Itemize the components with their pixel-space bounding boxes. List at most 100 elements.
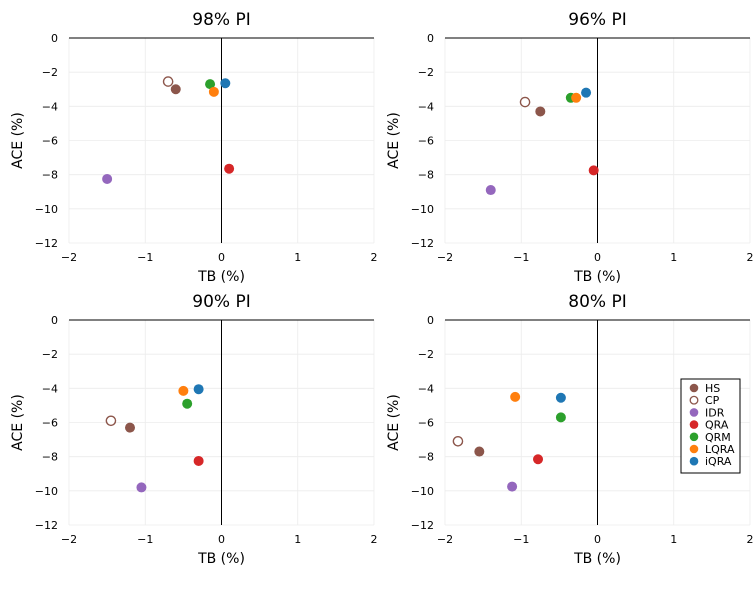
legend-marker-hs [689, 383, 699, 393]
legend-label-qrm: QRM [705, 431, 731, 444]
point-idr [102, 173, 113, 184]
x-tick-label: −2 [437, 533, 453, 546]
point-cp [519, 96, 531, 108]
y-tick-label: 0 [427, 314, 434, 327]
y-tick-label: −12 [35, 519, 58, 532]
point-lqra [571, 92, 582, 103]
y-axis-label: ACE (%) [10, 394, 26, 451]
y-tick-label: −2 [42, 348, 58, 361]
point-cp [452, 435, 464, 447]
legend-marker-qrm [689, 432, 699, 442]
y-tick-label: 0 [51, 314, 58, 327]
point-cp [105, 415, 117, 427]
point-idr [507, 481, 518, 492]
y-tick-label: −10 [411, 203, 434, 216]
x-tick-label: −1 [137, 533, 153, 546]
legend-marker-iqra [689, 456, 699, 466]
y-tick-label: −4 [418, 100, 434, 113]
legend-label-idr: IDR [705, 406, 725, 419]
y-tick-label: −8 [418, 169, 434, 182]
y-tick-label: −6 [418, 135, 434, 148]
x-axis-label: TB (%) [197, 551, 245, 567]
point-qrm [555, 412, 566, 423]
point-lqra [510, 391, 521, 402]
point-iqra [555, 392, 566, 403]
point-iqra [581, 87, 592, 98]
x-tick-label: 0 [218, 533, 225, 546]
y-tick-label: −6 [42, 135, 58, 148]
y-tick-label: −12 [411, 237, 434, 250]
point-lqra [178, 385, 189, 396]
x-tick-label: −1 [513, 533, 529, 546]
point-qrm [182, 398, 193, 409]
x-tick-label: −2 [61, 251, 77, 264]
y-tick-label: −12 [411, 519, 434, 532]
y-tick-label: −2 [42, 66, 58, 79]
x-tick-label: −1 [513, 251, 529, 264]
legend-label-lqra: LQRA [705, 443, 735, 456]
y-tick-label: −6 [42, 417, 58, 430]
x-tick-label: 1 [670, 533, 677, 546]
legend-label-hs: HS [705, 382, 720, 395]
point-hs [170, 84, 181, 95]
x-tick-label: 1 [294, 533, 301, 546]
point-qra [193, 455, 204, 466]
chart-title: 90% PI [192, 292, 250, 312]
x-tick-label: 2 [371, 251, 378, 264]
x-axis-label: TB (%) [573, 551, 621, 567]
point-hs [125, 422, 135, 433]
legend-label-qra: QRA [705, 419, 729, 432]
chart-title: 98% PI [192, 10, 250, 30]
point-cp [162, 76, 174, 87]
y-tick-label: −2 [418, 348, 434, 361]
legend-label-cp: CP [705, 394, 720, 407]
legend-marker-qra [689, 420, 699, 429]
y-tick-label: −10 [35, 203, 58, 216]
point-qra [533, 454, 544, 465]
x-tick-label: 0 [218, 251, 225, 264]
chart-title: 80% PI [568, 292, 626, 312]
point-idr [136, 482, 147, 493]
y-tick-label: −10 [35, 485, 58, 498]
legend-marker-lqra [689, 444, 699, 454]
point-hs [474, 446, 485, 457]
y-tick-label: −2 [418, 66, 434, 79]
x-tick-label: 0 [594, 251, 601, 264]
legend-label-iqra: iQRA [705, 455, 732, 468]
x-axis-label: TB (%) [197, 269, 245, 285]
y-tick-label: −8 [418, 451, 434, 464]
point-qrm [205, 79, 216, 90]
point-qra [224, 163, 235, 174]
x-tick-label: 2 [747, 251, 754, 264]
y-axis-label: ACE (%) [10, 112, 26, 169]
y-tick-label: −4 [418, 382, 434, 395]
x-tick-label: 1 [670, 251, 677, 264]
x-tick-label: 2 [747, 533, 754, 546]
point-iqra [193, 384, 204, 395]
y-tick-label: −12 [35, 237, 58, 250]
x-tick-label: 2 [371, 533, 378, 546]
point-idr [485, 185, 496, 196]
y-tick-label: 0 [51, 32, 58, 45]
point-hs [535, 106, 546, 117]
chart-title: 96% PI [568, 10, 626, 30]
point-qra [588, 165, 599, 176]
x-tick-label: 0 [594, 533, 601, 546]
point-iqra [220, 78, 231, 89]
y-axis-label: ACE (%) [386, 394, 402, 451]
legend-marker-idr [689, 408, 699, 417]
y-tick-label: −4 [42, 382, 58, 395]
x-tick-label: −2 [437, 251, 453, 264]
y-tick-label: 0 [427, 32, 434, 45]
y-tick-label: −8 [42, 451, 58, 464]
y-tick-label: −4 [42, 100, 58, 113]
y-tick-label: −6 [418, 417, 434, 430]
legend-marker-cp [689, 395, 699, 405]
x-tick-label: −2 [61, 533, 77, 546]
x-tick-label: 1 [294, 251, 301, 264]
